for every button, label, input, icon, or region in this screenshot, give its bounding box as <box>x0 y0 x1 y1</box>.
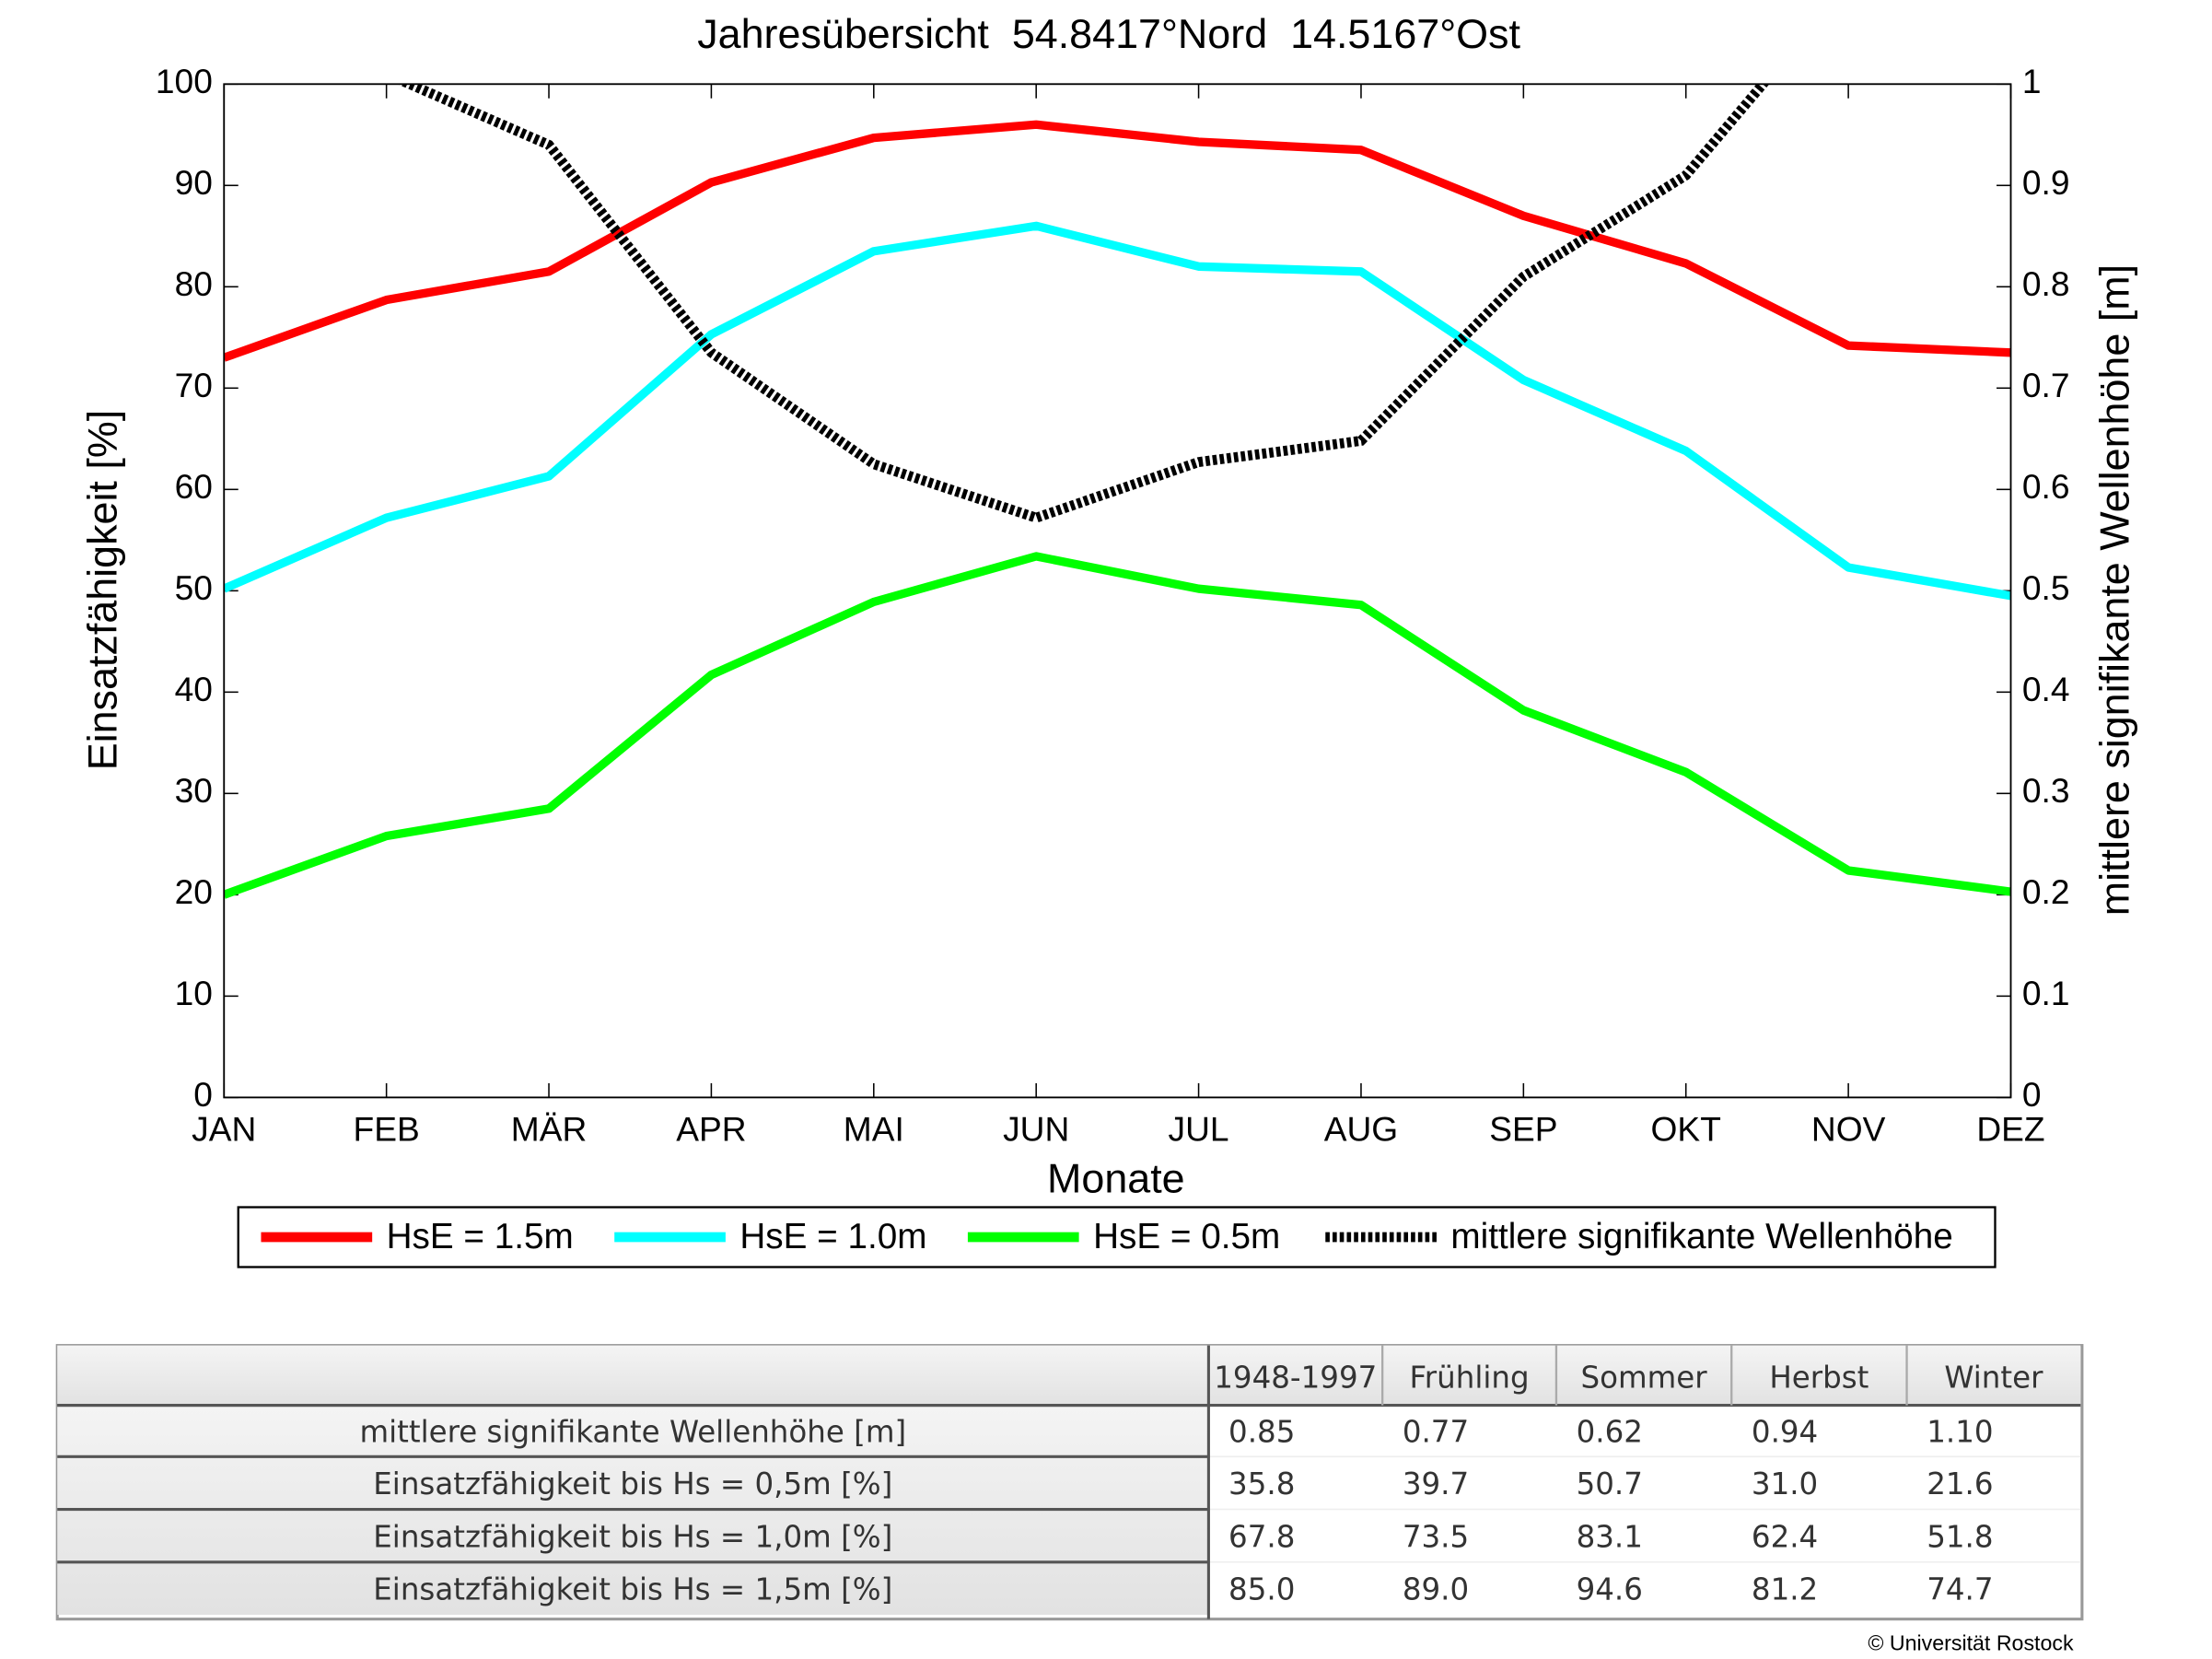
y-tick-label: 0 <box>193 1075 213 1114</box>
x-tick-label: APR <box>676 1109 746 1148</box>
legend-box <box>237 1206 1997 1268</box>
table-header-cell: Sommer <box>1581 1361 1708 1396</box>
y2-tick-label: 0.3 <box>2022 771 2070 810</box>
table-cell: 1.10 <box>1927 1415 1993 1450</box>
y-tick-label: 100 <box>156 62 213 100</box>
series-line <box>397 84 1770 523</box>
table-cell: 0.77 <box>1403 1415 1469 1450</box>
table-cell: 0.85 <box>1228 1415 1295 1450</box>
footer: © Universität Rostock <box>1868 1631 2074 1655</box>
x-tick-label: SEP <box>1489 1109 1557 1148</box>
table-cell: 50.7 <box>1577 1466 1643 1501</box>
series-line <box>224 120 2011 362</box>
y2-tick-label: 1 <box>2022 62 2042 100</box>
table-header-bg <box>57 1345 2081 1406</box>
x-tick-label: JUL <box>1169 1109 1229 1148</box>
table-cell: 94.6 <box>1577 1572 1643 1607</box>
chart-title: Jahresübersicht 54.8417°Nord 14.5167°Ost <box>697 10 1520 57</box>
table-cell: 31.0 <box>1752 1466 1818 1501</box>
table-row-header: Einsatzfähigkeit bis Hs = 1,0m [%] <box>373 1519 892 1554</box>
x-tick-label: DEZ <box>1976 1109 2044 1148</box>
series-line <box>224 552 2011 899</box>
y2-tick-label: 0.4 <box>2022 670 2070 708</box>
table-cell: 73.5 <box>1403 1519 1469 1554</box>
table-row-header: mittlere signifikante Wellenhöhe [m] <box>359 1415 906 1450</box>
table-cell: 51.8 <box>1927 1519 1993 1554</box>
x-tick-label: AUG <box>1324 1109 1398 1148</box>
table-row-header: Einsatzfähigkeit bis Hs = 0,5m [%] <box>373 1466 892 1501</box>
table-cell: 0.94 <box>1752 1415 1818 1450</box>
table-cell: 89.0 <box>1403 1572 1469 1607</box>
table-cell: 21.6 <box>1927 1466 1993 1501</box>
y-tick-label: 70 <box>175 366 213 404</box>
y2-tick-label: 0.6 <box>2022 467 2070 506</box>
table-row-header: Einsatzfähigkeit bis Hs = 1,5m [%] <box>373 1572 892 1607</box>
table-cell: 62.4 <box>1752 1519 1818 1554</box>
legend-label: HsE = 1.0m <box>739 1217 926 1256</box>
table-cell: 35.8 <box>1228 1466 1295 1501</box>
legend-label: HsE = 1.5m <box>387 1217 574 1256</box>
y2-tick-label: 0.9 <box>2022 163 2070 202</box>
table-cell: 74.7 <box>1927 1572 1993 1607</box>
table-cell: 81.2 <box>1752 1572 1818 1607</box>
y-tick-label: 40 <box>175 670 213 708</box>
y2-tick-label: 0.5 <box>2022 568 2070 607</box>
plot-frame <box>223 83 2012 1099</box>
x-tick-label: JAN <box>192 1109 256 1148</box>
plot-area <box>224 84 2011 1098</box>
x-tick-label: OKT <box>1651 1109 1721 1148</box>
series-line <box>224 221 2011 601</box>
table-cell: 83.1 <box>1577 1519 1643 1554</box>
table-cell: 39.7 <box>1403 1466 1469 1501</box>
y2-tick-label: 0.1 <box>2022 974 2070 1012</box>
y-axis-label: Einsatzfähigkeit [%] <box>79 410 126 770</box>
y2-tick-label: 0.2 <box>2022 872 2070 911</box>
table-cell: 0.62 <box>1577 1415 1643 1450</box>
x-tick-label: FEB <box>354 1109 420 1148</box>
table-cell: 85.0 <box>1228 1572 1295 1607</box>
y-tick-label: 30 <box>175 771 213 810</box>
y-tick-label: 60 <box>175 467 213 506</box>
y-tick-label: 90 <box>175 163 213 202</box>
x-tick-label: MÄR <box>511 1109 588 1148</box>
x-tick-label: JUN <box>1003 1109 1069 1148</box>
table-cell: 67.8 <box>1228 1519 1295 1554</box>
x-axis-label: Monate <box>1047 1155 1185 1202</box>
y-tick-label: 50 <box>175 568 213 607</box>
y-tick-label: 10 <box>175 974 213 1012</box>
table-header-cell: Winter <box>1944 1361 2043 1396</box>
x-tick-label: NOV <box>1811 1109 1886 1148</box>
y2-axis-label: mittlere signifikante Wellenhöhe [m] <box>2090 264 2137 916</box>
table-header-cell: Herbst <box>1769 1361 1869 1396</box>
x-tick-label: MAI <box>844 1109 904 1148</box>
legend-label: HsE = 0.5m <box>1093 1217 1280 1256</box>
y-tick-label: 20 <box>175 872 213 911</box>
table-header-cell: 1948-1997 <box>1214 1361 1377 1396</box>
y2-tick-label: 0.8 <box>2022 264 2070 303</box>
plot-lines <box>224 84 2011 899</box>
y2-tick-label: 0 <box>2022 1075 2042 1114</box>
y-tick-label: 80 <box>175 264 213 303</box>
table-header-cell: Frühling <box>1409 1361 1529 1396</box>
legend-label: mittlere signifikante Wellenhöhe <box>1450 1217 1952 1256</box>
y2-tick-label: 0.7 <box>2022 366 2070 404</box>
